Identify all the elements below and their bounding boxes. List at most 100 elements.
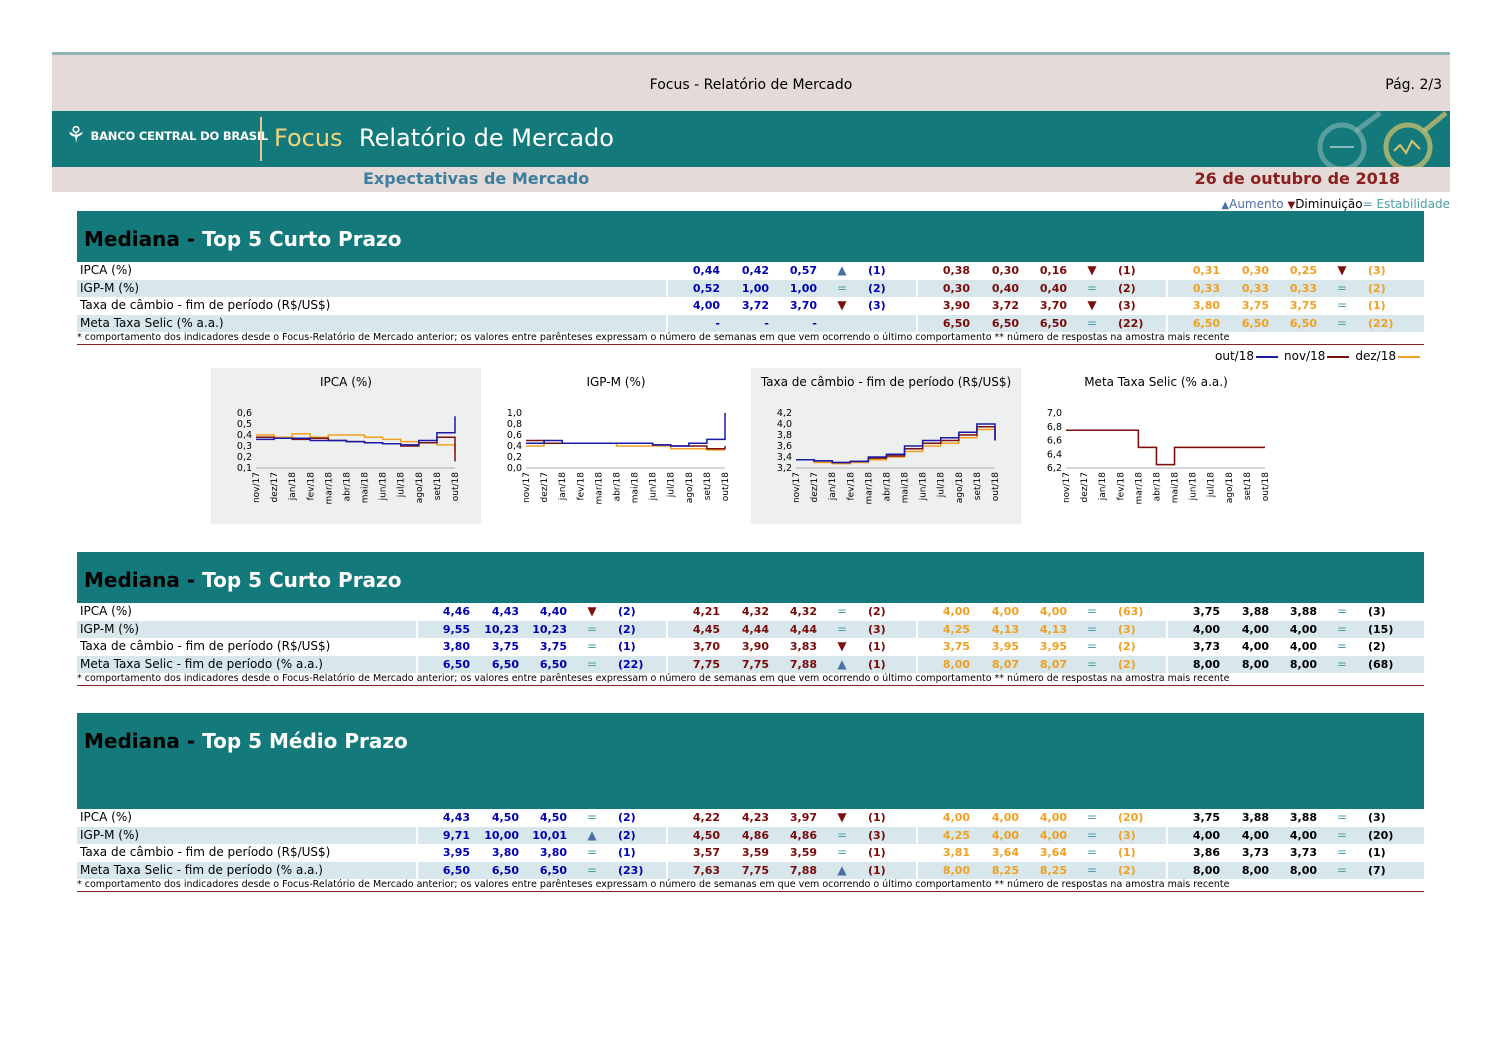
value-4-weeks: 3,70 — [692, 640, 720, 653]
series-line-out-18 — [796, 423, 996, 464]
equal-icon: = — [586, 656, 598, 671]
table-row: IPCA (%) 0,44 0,42 0,57 ▲ (1) 0,38 0,30 0,16 ▼ (1)… — [77, 262, 1424, 280]
weeks-count: (3) — [1368, 605, 1386, 618]
x-tick-label: jan/18 — [288, 472, 298, 501]
equal-icon: = — [1336, 280, 1348, 295]
banner-divider — [260, 117, 262, 161]
column-separator — [416, 638, 418, 656]
x-tick-label: nov/17 — [252, 472, 262, 503]
column-separator — [666, 603, 668, 621]
table-header-band — [77, 211, 1424, 262]
weeks-count: (2) — [1368, 640, 1386, 653]
table-title: Mediana - Top 5 Curto Prazo — [84, 568, 401, 592]
value-1-week: 3,72 — [991, 299, 1019, 312]
weeks-count: (2) — [618, 811, 636, 824]
column-separator — [1166, 620, 1168, 638]
equal-icon: = — [1336, 315, 1348, 330]
value-1-week: 4,86 — [741, 828, 769, 842]
value-1-week: 4,23 — [741, 811, 769, 824]
weeks-count: (1) — [868, 264, 886, 277]
weeks-count: (3) — [868, 299, 886, 312]
value-1-week: 6,50 — [491, 657, 519, 671]
equal-icon: = — [1086, 862, 1098, 877]
weeks-count: (1) — [868, 863, 886, 877]
equal-icon: = — [586, 810, 598, 824]
page-number: Pág. 2/3 — [1385, 77, 1442, 93]
indicator-label: Taxa de câmbio - fim de período (R$/US$) — [80, 845, 331, 859]
footnote: * comportamento dos indicadores desde o … — [77, 879, 1424, 892]
value-today: 4,00 — [1289, 640, 1317, 653]
value-4-weeks: 0,44 — [692, 264, 720, 277]
column-separator — [1166, 297, 1168, 315]
y-tick-label: 0,6 — [507, 430, 522, 441]
value-today: 7,88 — [789, 657, 817, 671]
value-1-week: 8,00 — [1241, 863, 1269, 877]
weeks-count: (23) — [618, 863, 644, 877]
equal-icon: = — [1086, 656, 1098, 671]
weeks-count: (68) — [1368, 657, 1394, 671]
table-row: Taxa de câmbio - fim de período (R$/US$)… — [77, 297, 1424, 315]
value-1-week: 0,33 — [1241, 281, 1269, 295]
x-tick-label: ago/18 — [955, 472, 965, 503]
footnote: * comportamento dos indicadores desde o … — [77, 332, 1424, 345]
value-4-weeks: 0,33 — [1192, 281, 1220, 295]
column-separator — [416, 861, 418, 879]
table-row: Taxa de câmbio - fim de período (R$/US$)… — [77, 844, 1424, 862]
column-separator — [1166, 655, 1168, 673]
weeks-count: (3) — [1368, 264, 1386, 277]
title-horizon: Top 5 Curto Prazo — [202, 227, 402, 251]
equal-icon: = — [836, 604, 848, 618]
column-separator — [916, 603, 918, 621]
table-title: Mediana - Top 5 Médio Prazo — [84, 729, 408, 753]
weeks-count: (2) — [1118, 863, 1136, 877]
x-tick-label: fev/18 — [576, 472, 586, 501]
value-4-weeks: 3,90 — [942, 299, 970, 312]
equal-icon: = — [586, 621, 598, 636]
y-tick-label: 0,2 — [507, 452, 522, 463]
equal-icon: = — [1336, 639, 1348, 653]
equal-icon: = — [1336, 862, 1348, 877]
value-4-weeks: 4,00 — [1192, 622, 1220, 636]
title-horizon: Top 5 Médio Prazo — [202, 729, 408, 753]
value-today: 3,88 — [1289, 811, 1317, 824]
value-4-weeks: 8,00 — [942, 657, 970, 671]
table-row: IGP-M (%) 9,71 10,00 10,01 ▲ (2) 4,50 4,86 4,86 =… — [77, 826, 1424, 844]
x-tick-label: out/18 — [1261, 472, 1271, 501]
value-4-weeks: 0,30 — [942, 281, 970, 295]
up-triangle-icon: ▲ — [1221, 200, 1230, 211]
column-separator — [916, 638, 918, 656]
x-tick-label: dez/17 — [540, 472, 550, 502]
weeks-count: (1) — [1118, 846, 1136, 859]
column-separator — [416, 844, 418, 862]
weeks-count: (2) — [868, 605, 886, 618]
y-tick-label: 0,6 — [237, 408, 252, 419]
x-tick-label: set/18 — [1243, 472, 1253, 501]
value-4-weeks: 4,00 — [692, 299, 720, 312]
column-separator — [916, 809, 918, 827]
value-1-week: 8,25 — [991, 863, 1019, 877]
weeks-count: (15) — [1368, 622, 1394, 636]
value-today: 4,86 — [789, 828, 817, 842]
weeks-count: (7) — [1368, 863, 1386, 877]
x-tick-label: mar/18 — [594, 472, 604, 505]
column-separator — [916, 279, 918, 297]
y-tick-label: 0,4 — [237, 430, 252, 441]
weeks-count: (2) — [618, 622, 636, 636]
column-separator — [666, 638, 668, 656]
up-triangle-icon: ▲ — [837, 862, 847, 877]
value-1-week: 3,73 — [1241, 846, 1269, 859]
x-tick-label: jun/18 — [1189, 472, 1199, 502]
value-1-week: 8,00 — [1241, 657, 1269, 671]
table-title: Mediana - Top 5 Curto Prazo — [84, 227, 401, 251]
title-mediana: Mediana - — [84, 227, 203, 251]
column-separator — [666, 826, 668, 844]
column-separator — [666, 620, 668, 638]
value-4-weeks: 4,21 — [692, 605, 720, 618]
value-4-weeks: 6,50 — [442, 863, 470, 877]
x-tick-label: jan/18 — [558, 472, 568, 501]
value-today: 6,50 — [539, 657, 567, 671]
value-today: 4,40 — [539, 605, 567, 618]
value-today: 3,70 — [789, 299, 817, 312]
value-1-week: 0,30 — [1241, 264, 1269, 277]
